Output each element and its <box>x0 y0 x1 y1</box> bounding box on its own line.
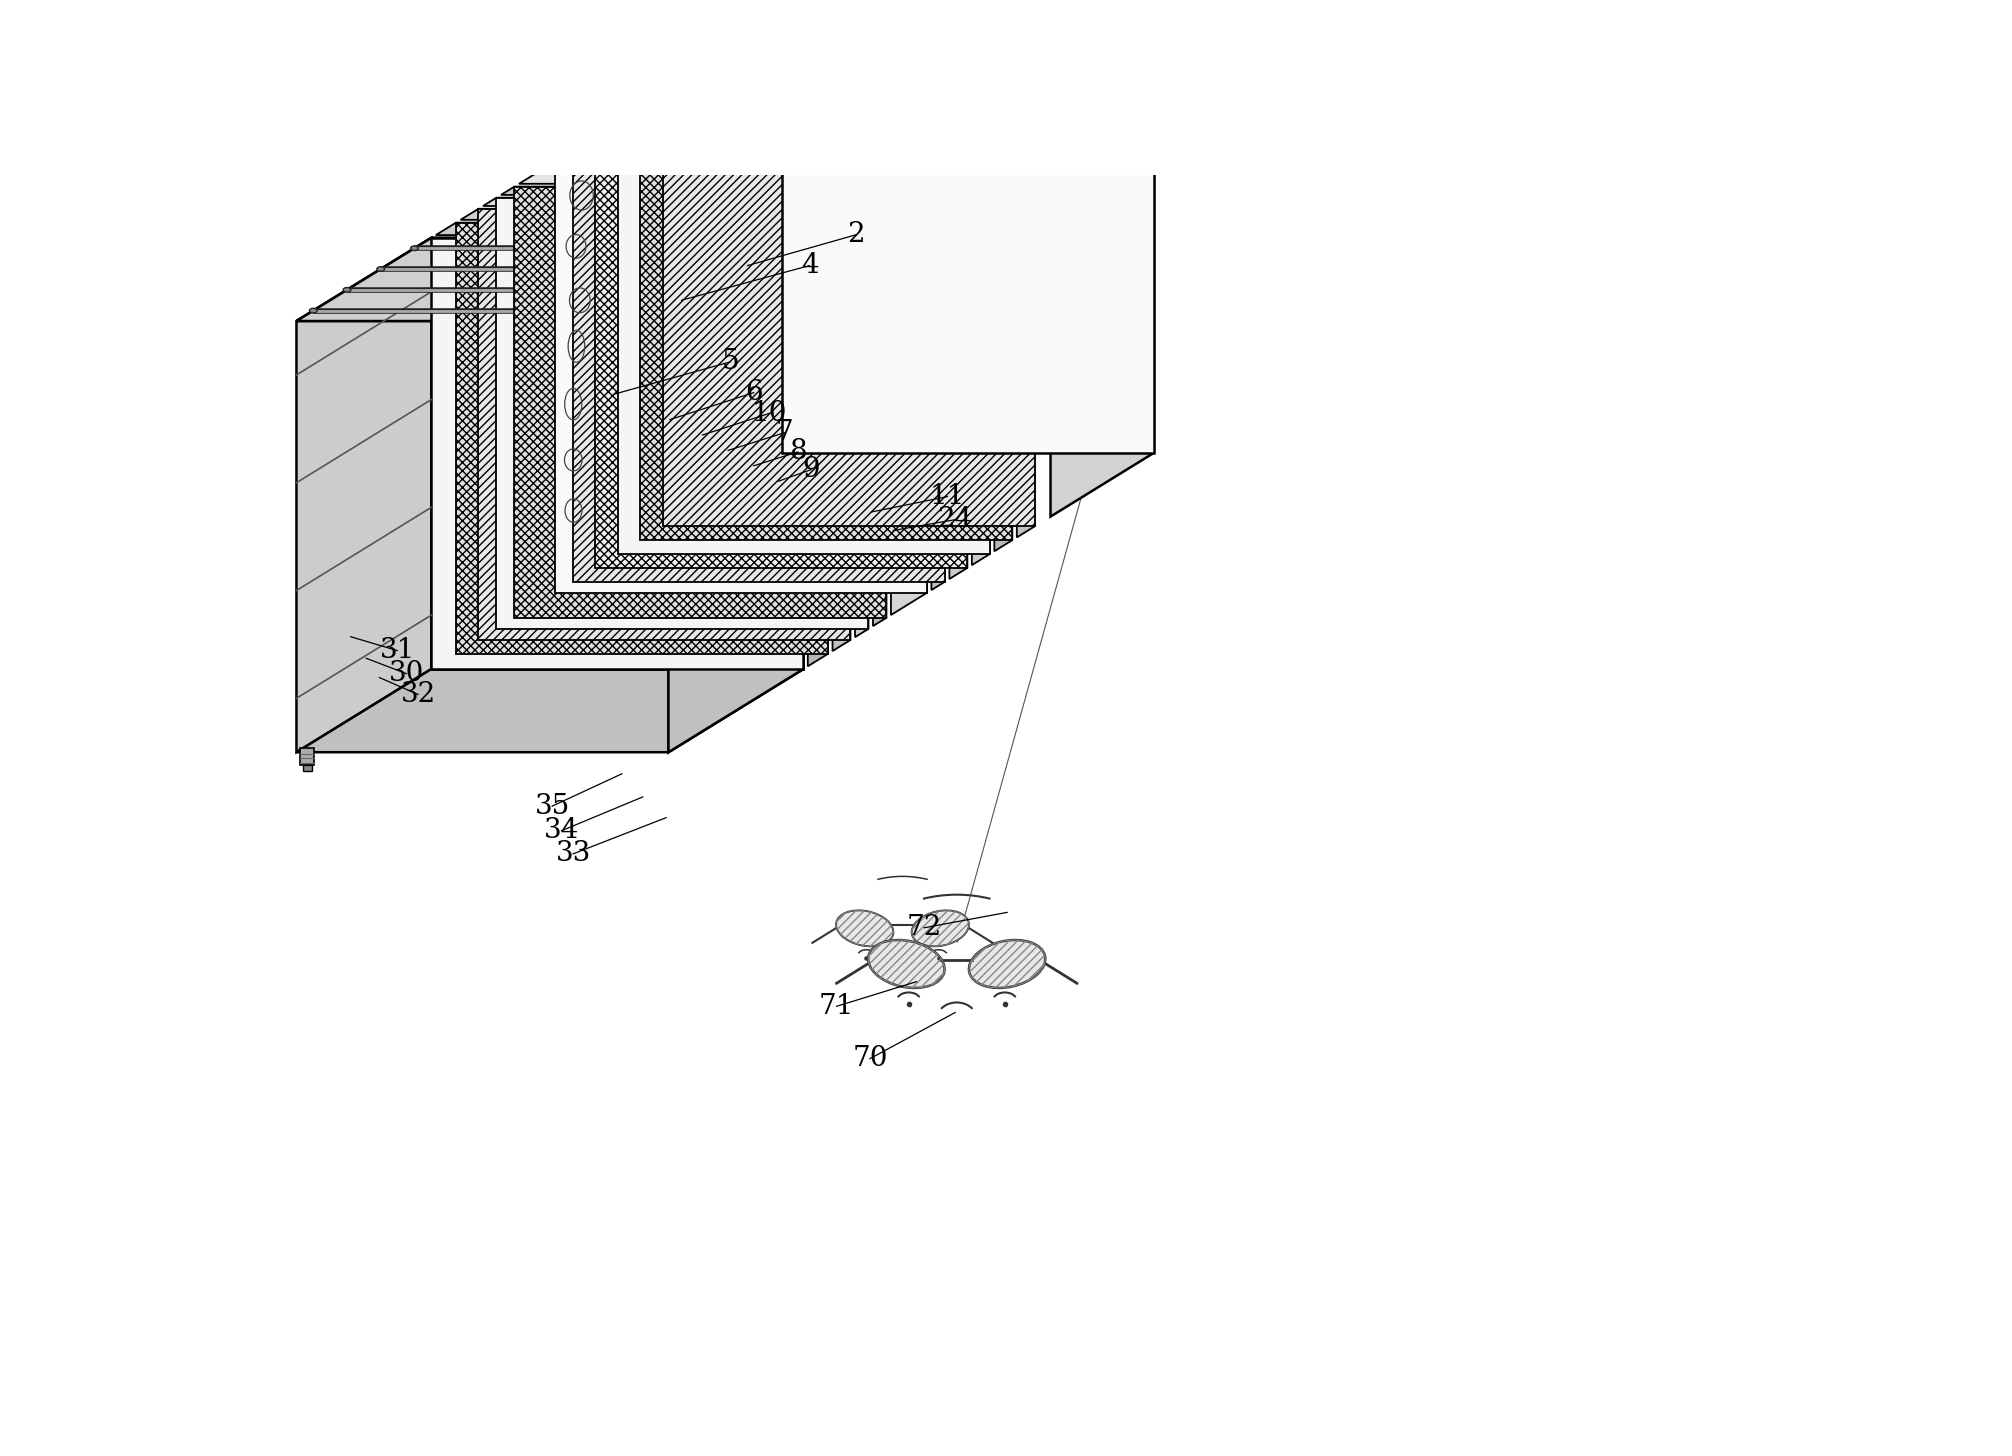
Polygon shape <box>519 162 928 183</box>
Text: 2: 2 <box>847 221 865 249</box>
Polygon shape <box>559 150 946 159</box>
Polygon shape <box>600 122 990 134</box>
Polygon shape <box>296 237 803 320</box>
Polygon shape <box>577 137 968 147</box>
Polygon shape <box>431 237 803 670</box>
Text: 33: 33 <box>555 840 592 868</box>
Polygon shape <box>668 237 803 753</box>
Polygon shape <box>461 208 851 220</box>
Text: 10: 10 <box>750 400 787 427</box>
Ellipse shape <box>970 941 1046 989</box>
Polygon shape <box>479 208 851 641</box>
Text: 32: 32 <box>400 681 437 708</box>
Text: 5: 5 <box>722 348 738 376</box>
Text: 4: 4 <box>801 252 819 280</box>
Polygon shape <box>972 122 990 565</box>
Polygon shape <box>950 137 968 579</box>
Polygon shape <box>618 122 990 555</box>
Text: 24: 24 <box>938 507 974 533</box>
Polygon shape <box>300 748 314 766</box>
Text: 7: 7 <box>777 419 793 446</box>
Ellipse shape <box>837 910 893 946</box>
Polygon shape <box>678 22 1155 86</box>
Text: 70: 70 <box>853 1045 887 1072</box>
Polygon shape <box>501 186 887 195</box>
Polygon shape <box>622 109 1012 119</box>
Polygon shape <box>662 95 1034 526</box>
Polygon shape <box>932 150 946 590</box>
Ellipse shape <box>911 910 970 946</box>
Text: 34: 34 <box>543 817 579 844</box>
Polygon shape <box>437 223 829 234</box>
Polygon shape <box>515 186 887 617</box>
Polygon shape <box>1050 22 1155 517</box>
Text: 31: 31 <box>380 638 414 664</box>
Polygon shape <box>668 237 803 753</box>
Polygon shape <box>1016 95 1034 537</box>
Text: 8: 8 <box>789 438 807 466</box>
Ellipse shape <box>867 941 944 989</box>
Ellipse shape <box>376 266 384 271</box>
Polygon shape <box>783 22 1155 453</box>
Polygon shape <box>296 237 431 753</box>
Polygon shape <box>573 150 946 582</box>
Polygon shape <box>497 198 869 629</box>
Polygon shape <box>483 198 869 205</box>
Text: 71: 71 <box>819 993 855 1019</box>
Polygon shape <box>855 198 869 638</box>
Polygon shape <box>833 208 851 651</box>
Ellipse shape <box>410 246 418 250</box>
Polygon shape <box>457 223 829 654</box>
Polygon shape <box>302 766 312 772</box>
Polygon shape <box>555 162 928 593</box>
Polygon shape <box>296 237 803 320</box>
Polygon shape <box>891 162 928 614</box>
Text: 72: 72 <box>907 914 942 941</box>
Text: 11: 11 <box>930 483 966 510</box>
Polygon shape <box>640 109 1012 540</box>
Polygon shape <box>596 137 968 568</box>
Polygon shape <box>644 95 1034 106</box>
Text: 9: 9 <box>803 456 819 483</box>
Polygon shape <box>296 670 803 753</box>
Text: 6: 6 <box>744 379 763 406</box>
Ellipse shape <box>344 287 350 293</box>
Polygon shape <box>873 186 887 626</box>
Polygon shape <box>431 237 803 670</box>
Text: 30: 30 <box>388 660 425 687</box>
Ellipse shape <box>310 309 318 313</box>
Text: 35: 35 <box>535 792 569 820</box>
Polygon shape <box>994 109 1012 552</box>
Polygon shape <box>807 223 829 667</box>
